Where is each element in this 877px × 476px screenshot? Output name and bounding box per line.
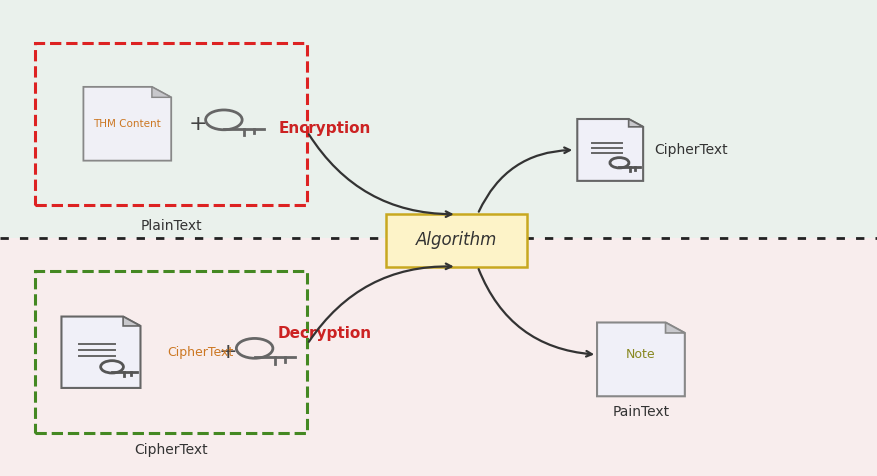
Polygon shape (61, 317, 140, 388)
Polygon shape (123, 317, 140, 326)
FancyBboxPatch shape (386, 214, 526, 267)
Text: Note: Note (625, 348, 655, 361)
Polygon shape (83, 87, 171, 161)
Text: Algorithm: Algorithm (416, 231, 496, 249)
Bar (0, 0, 877, 238)
Text: THM Content: THM Content (93, 119, 161, 129)
Polygon shape (665, 323, 684, 333)
Text: +: + (189, 114, 208, 134)
Text: CipherText: CipherText (653, 143, 727, 157)
Text: Encryption: Encryption (278, 121, 371, 136)
Polygon shape (577, 119, 642, 181)
Text: CipherText: CipherText (134, 443, 208, 456)
Polygon shape (152, 87, 171, 98)
Text: PainText: PainText (611, 405, 669, 419)
Text: CipherText: CipherText (167, 346, 232, 359)
Text: Decryption: Decryption (277, 326, 372, 341)
Text: +: + (218, 342, 238, 362)
Text: PlainText: PlainText (140, 219, 202, 233)
Polygon shape (596, 323, 684, 396)
Bar (0, 238, 877, 476)
Polygon shape (628, 119, 642, 127)
